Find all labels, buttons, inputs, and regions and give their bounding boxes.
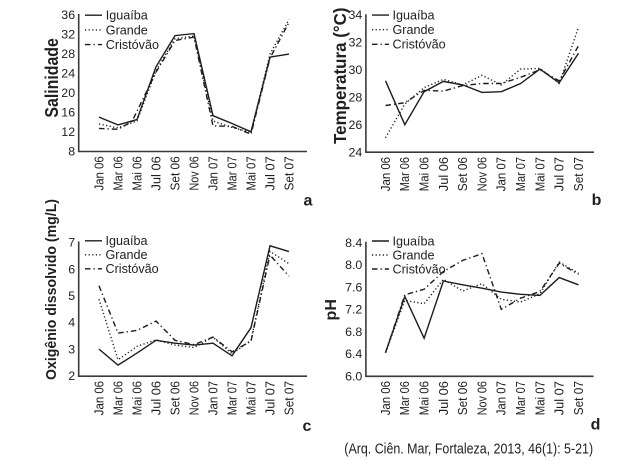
svg-text:Mar 06: Mar 06: [397, 157, 412, 191]
svg-text:6.0: 6.0: [345, 369, 362, 383]
svg-text:Oxigênio dissolvido (mg/L): Oxigênio dissolvido (mg/L): [44, 199, 60, 380]
svg-text:Mai 06: Mai 06: [417, 381, 432, 415]
svg-text:Jan 06: Jan 06: [91, 381, 106, 415]
svg-text:(Arq. Ciên. Mar, Fortaleza, 20: (Arq. Ciên. Mar, Fortaleza, 2013, 46(1):…: [344, 442, 593, 458]
svg-text:Jul 06: Jul 06: [436, 157, 451, 191]
svg-text:Mai 07: Mai 07: [243, 156, 258, 190]
svg-text:12: 12: [61, 125, 75, 139]
svg-text:Jan 07: Jan 07: [205, 156, 220, 190]
svg-text:Jan 07: Jan 07: [494, 157, 509, 191]
svg-text:8.4: 8.4: [345, 236, 362, 250]
svg-text:Cristóvão: Cristóvão: [393, 38, 446, 52]
svg-text:24: 24: [61, 67, 75, 81]
svg-text:Set 07: Set 07: [281, 156, 296, 190]
svg-text:Set 06: Set 06: [167, 156, 182, 190]
svg-text:Mai 07: Mai 07: [532, 381, 547, 415]
svg-text:5: 5: [68, 289, 75, 303]
svg-text:Set 06: Set 06: [167, 381, 182, 415]
svg-text:Mai 06: Mai 06: [129, 381, 144, 415]
svg-text:26: 26: [349, 118, 363, 132]
svg-text:Cristóvão: Cristóvão: [106, 38, 159, 52]
svg-text:d: d: [591, 417, 601, 434]
svg-text:30: 30: [349, 63, 363, 77]
svg-text:Set 06: Set 06: [455, 157, 470, 191]
svg-text:Cristóvão: Cristóvão: [106, 262, 159, 276]
svg-text:Mar 07: Mar 07: [513, 381, 528, 415]
svg-text:Nov 06: Nov 06: [186, 381, 201, 415]
svg-text:Mar 07: Mar 07: [224, 156, 239, 190]
svg-text:Jul 07: Jul 07: [552, 381, 567, 415]
svg-text:7: 7: [68, 236, 75, 250]
svg-text:Iguaíba: Iguaíba: [106, 234, 148, 248]
svg-text:Jan 07: Jan 07: [205, 381, 220, 415]
svg-text:4: 4: [68, 316, 75, 330]
svg-text:6: 6: [68, 262, 75, 276]
svg-text:Mar 07: Mar 07: [224, 381, 239, 415]
svg-text:Jul 06: Jul 06: [148, 156, 163, 190]
svg-text:Jan 07: Jan 07: [494, 381, 509, 415]
svg-text:Grande: Grande: [106, 23, 148, 37]
svg-text:6.8: 6.8: [345, 325, 362, 339]
svg-text:Mar 06: Mar 06: [110, 381, 125, 415]
svg-text:Mai 06: Mai 06: [129, 156, 144, 190]
svg-text:Mar 07: Mar 07: [513, 157, 528, 191]
svg-text:b: b: [592, 192, 602, 209]
svg-text:2: 2: [68, 369, 75, 383]
svg-text:Grande: Grande: [393, 248, 435, 262]
svg-text:Jul 06: Jul 06: [436, 381, 451, 415]
svg-text:c: c: [303, 418, 312, 435]
svg-text:Jul 07: Jul 07: [552, 157, 567, 191]
svg-text:Mar 06: Mar 06: [110, 156, 125, 190]
svg-text:pH: pH: [323, 299, 340, 320]
svg-text:7.6: 7.6: [345, 280, 362, 294]
svg-text:Jul 06: Jul 06: [148, 381, 163, 415]
svg-text:Nov 06: Nov 06: [474, 381, 489, 415]
svg-text:Grande: Grande: [393, 23, 435, 37]
svg-text:Jan 06: Jan 06: [378, 157, 393, 191]
svg-text:36: 36: [61, 8, 75, 22]
svg-text:16: 16: [61, 106, 75, 120]
svg-text:Iguaíba: Iguaíba: [106, 9, 148, 23]
svg-text:3: 3: [68, 342, 75, 356]
svg-text:Iguaíba: Iguaíba: [393, 234, 435, 248]
svg-text:32: 32: [349, 36, 363, 50]
svg-text:Jul 07: Jul 07: [262, 156, 277, 190]
svg-text:Set 07: Set 07: [281, 381, 296, 415]
svg-text:Nov 06: Nov 06: [474, 157, 489, 191]
svg-text:a: a: [304, 193, 313, 210]
svg-text:Nov 06: Nov 06: [186, 156, 201, 190]
svg-text:Cristóvão: Cristóvão: [393, 262, 446, 276]
svg-text:6.4: 6.4: [345, 347, 362, 361]
svg-text:20: 20: [61, 86, 75, 100]
svg-text:28: 28: [349, 91, 363, 105]
svg-text:Jan 06: Jan 06: [378, 381, 393, 415]
svg-text:Jan 06: Jan 06: [91, 156, 106, 190]
svg-text:34: 34: [349, 8, 363, 22]
svg-text:Temperatura (°C): Temperatura (°C): [330, 7, 350, 144]
svg-text:Set 07: Set 07: [571, 157, 586, 191]
svg-text:Mai 07: Mai 07: [532, 157, 547, 191]
svg-text:Jul 07: Jul 07: [262, 381, 277, 415]
svg-text:8.0: 8.0: [345, 258, 362, 272]
svg-text:Mai 07: Mai 07: [243, 381, 258, 415]
svg-text:7.2: 7.2: [345, 303, 362, 317]
svg-text:Grande: Grande: [106, 248, 148, 262]
svg-text:Salinidade: Salinidade: [42, 38, 62, 117]
svg-text:24: 24: [349, 146, 363, 160]
svg-text:Set 06: Set 06: [455, 381, 470, 415]
svg-text:Set 07: Set 07: [571, 381, 586, 415]
svg-text:28: 28: [61, 47, 75, 61]
svg-text:Mar 06: Mar 06: [397, 381, 412, 415]
svg-text:32: 32: [61, 27, 75, 41]
svg-text:Mai 06: Mai 06: [417, 157, 432, 191]
svg-text:8: 8: [68, 145, 75, 159]
svg-text:Iguaíba: Iguaíba: [393, 9, 435, 23]
